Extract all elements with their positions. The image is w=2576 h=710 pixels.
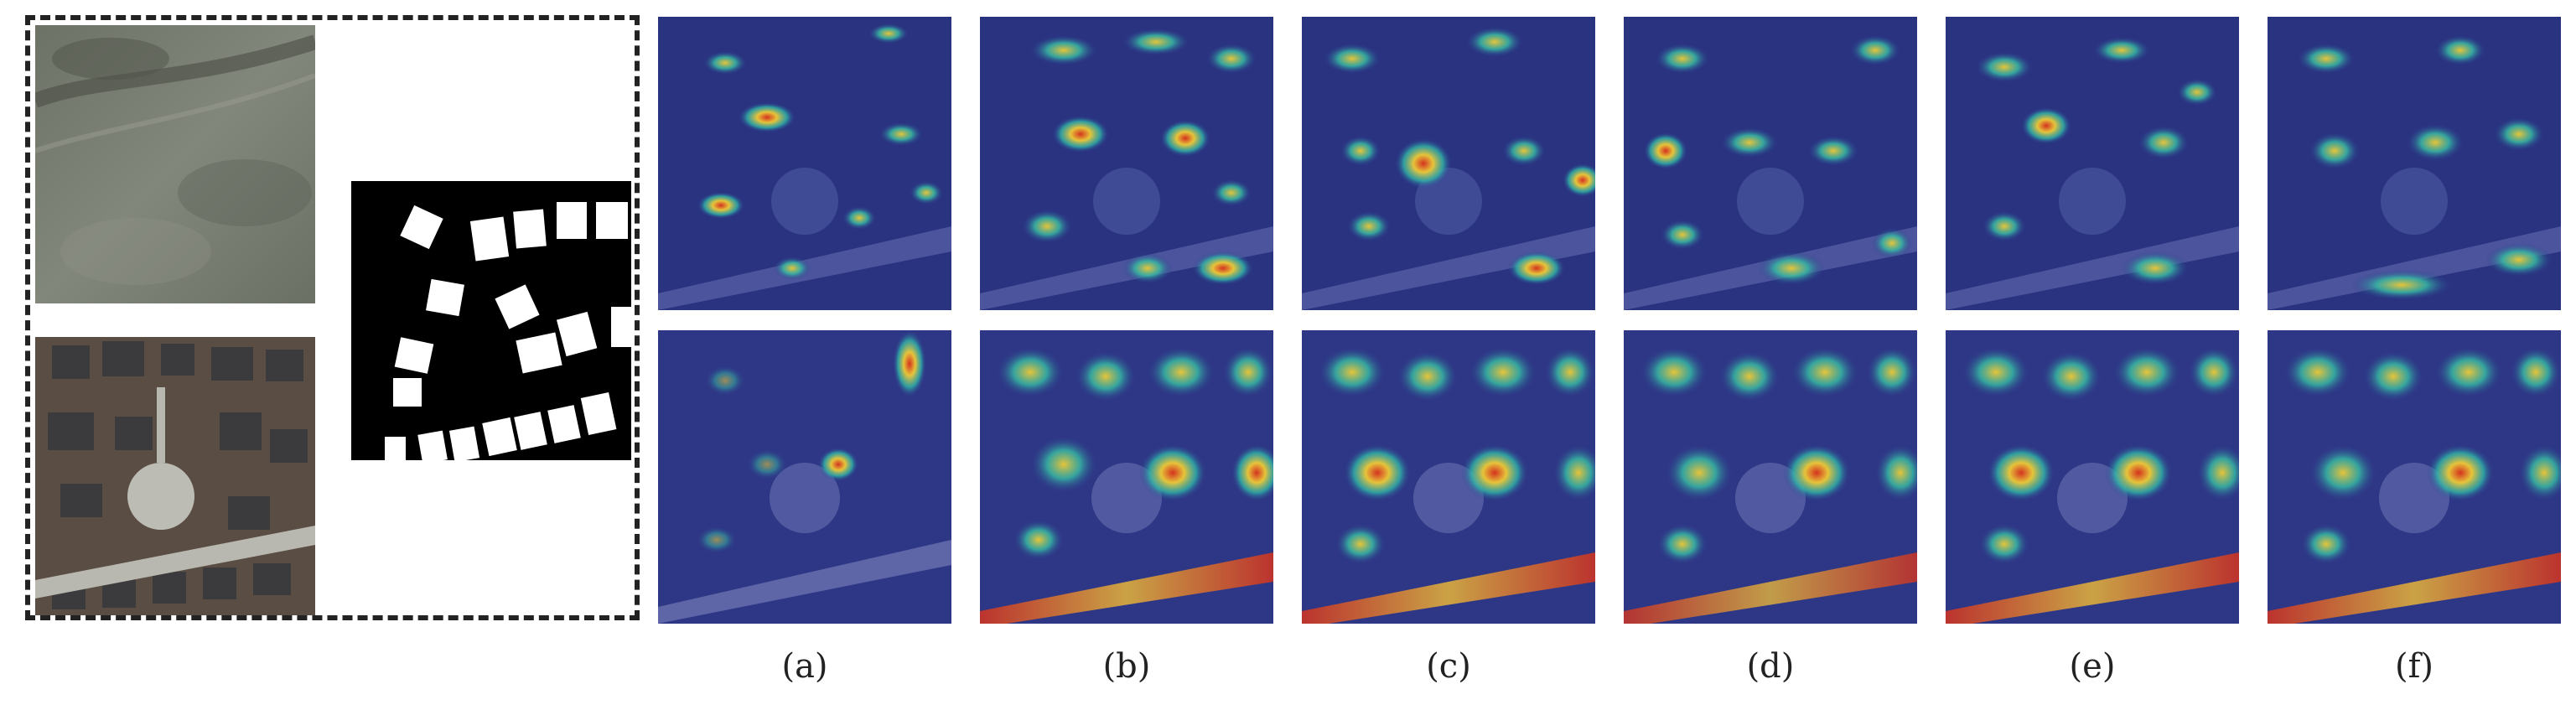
heatmap-c-top [1302,17,1595,310]
heatmap-a-bottom [658,330,951,624]
heatmap-f-top [2268,17,2561,310]
heatmap-a-top [658,17,951,310]
caption-f: (f) [2394,647,2433,686]
caption-d: (d) [1746,647,1795,686]
heatmap-e-top [1946,17,2239,310]
heatmap-b-bottom [980,330,1273,624]
input-group-dashed-frame [25,15,640,620]
heatmap-c-bottom [1302,330,1595,624]
caption-e: (e) [2069,647,2116,686]
caption-c: (c) [1426,647,1471,686]
heatmap-f-bottom [2268,330,2561,624]
heatmap-b-top [980,17,1273,310]
heatmap-d-top [1624,17,1917,310]
heatmap-e-bottom [1946,330,2239,624]
building-label-mask [351,181,631,460]
caption-a: (a) [781,647,828,686]
terrain-satellite-image [35,25,315,303]
heatmap-d-bottom [1624,330,1917,624]
residential-satellite-image [35,337,315,615]
caption-b: (b) [1102,647,1151,686]
